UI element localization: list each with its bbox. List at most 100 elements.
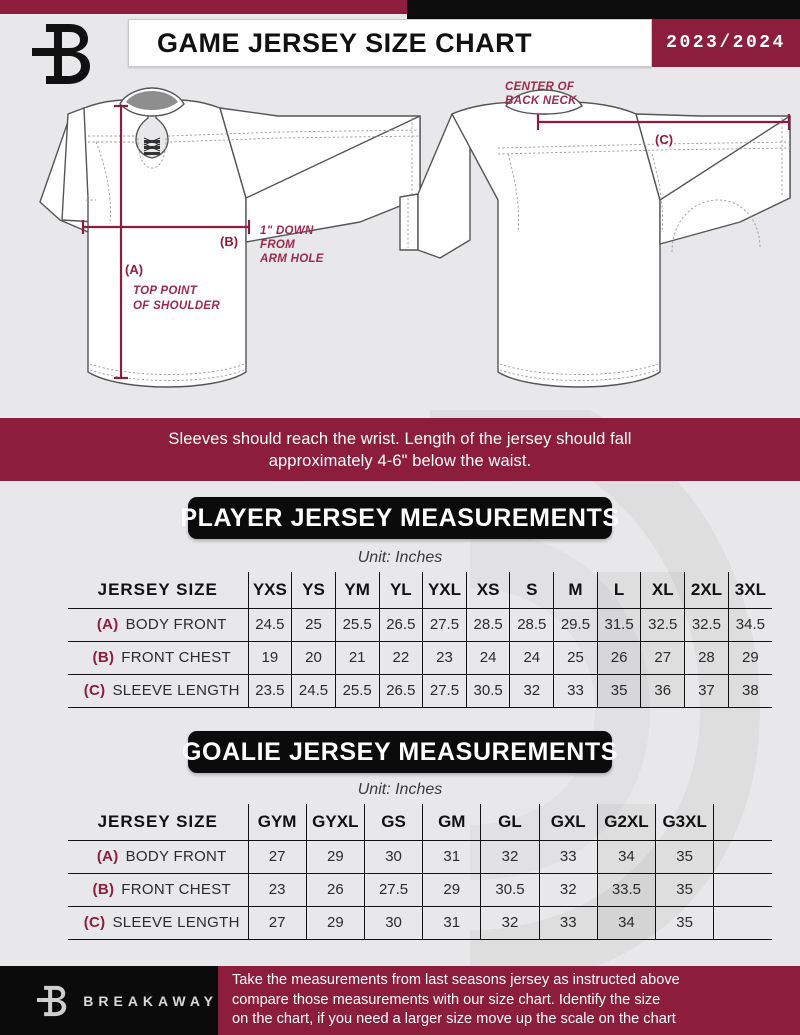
footer-instructions: Take the measurements from last seasons …: [218, 966, 800, 1035]
column-header-ys: YS: [291, 572, 336, 609]
table-cell: 30.5: [466, 674, 511, 708]
footer-brand-label: BREAKAWAY: [83, 992, 218, 1009]
table-cell: 24: [466, 641, 511, 675]
column-header-3xl: 3XL: [728, 572, 772, 609]
measure-label-a-line2: OF SHOULDER: [133, 300, 220, 312]
table-cell-blank: [713, 906, 772, 940]
table-cell: 24: [509, 641, 555, 675]
player-section-heading: PLAYER JERSEY MEASUREMENTS: [180, 497, 619, 539]
table-cell: 36: [640, 674, 686, 708]
table-cell: 25: [553, 641, 598, 675]
table-cell: 27: [248, 840, 307, 874]
breakaway-b-logo-icon-footer: [37, 985, 67, 1016]
table-row: (B) FRONT CHEST 23 26 27.5 29 30.5 32 33.5 35: [68, 873, 772, 907]
footer-line-1: Take the measurements from last seasons …: [232, 972, 680, 989]
row-label: (B) FRONT CHEST: [68, 641, 249, 675]
measure-label-a-line1: TOP POINT: [133, 285, 198, 297]
row-measure-tag: (B): [92, 649, 115, 666]
table-cell: 19: [248, 641, 293, 675]
table-cell: 23: [422, 641, 467, 675]
table-cell: 32.5: [640, 608, 686, 642]
table-cell: 26.5: [379, 674, 424, 708]
table-row: (A) BODY FRONT 27 29 30 31 32 33 34 35: [68, 840, 772, 874]
column-header-yxs: YXS: [248, 572, 293, 609]
table-cell: 27: [640, 641, 686, 675]
column-header-gyxl: GYXL: [306, 804, 365, 841]
table-cell: 35: [597, 674, 642, 708]
table-cell: 30: [364, 840, 424, 874]
table-cell: 30.5: [480, 873, 540, 907]
column-header-yl: YL: [379, 572, 424, 609]
table-cell: 27.5: [422, 674, 467, 708]
back-jersey-illustration: [399, 89, 791, 388]
table-row: (B) FRONT CHEST 19 20 21 22 23 24 24 25 26 27 28 29: [68, 641, 772, 675]
table-cell: 34: [597, 906, 657, 940]
column-header-blank: [713, 804, 772, 841]
column-header-yxl: YXL: [422, 572, 467, 609]
table-cell: 31: [422, 840, 482, 874]
table-cell: 29: [422, 873, 482, 907]
goalie-unit-label: Unit: Inches: [357, 781, 443, 798]
measure-b-line: [81, 220, 251, 234]
table-cell: 30: [364, 906, 424, 940]
table-cell: 29.5: [553, 608, 598, 642]
column-header-g2xl: G2XL: [597, 804, 657, 841]
column-header-jersey-size: JERSEY SIZE: [68, 572, 249, 609]
note-line-2: approximately 4-6" below the waist.: [268, 451, 532, 470]
table-cell: 29: [728, 641, 772, 675]
table-cell: 35: [655, 840, 715, 874]
column-header-ym: YM: [335, 572, 380, 609]
row-measure-tag: (A): [96, 616, 119, 633]
table-cell: 35: [655, 873, 715, 907]
table-cell: 20: [291, 641, 336, 675]
column-header-gxl: GXL: [539, 804, 598, 841]
season-box: 2023/2024: [652, 19, 800, 67]
header-black-fill: [407, 14, 800, 21]
front-jersey-illustration: [39, 87, 421, 388]
table-cell: 33: [539, 840, 598, 874]
table-row: (A) BODY FRONT 24.5 25 25.5 26.5 27.5 28.5 28.5 2…: [68, 608, 772, 642]
measure-label-c-line1: CENTER OF: [505, 81, 575, 93]
table-cell: 34: [597, 840, 657, 874]
column-header-g3xl: G3XL: [655, 804, 715, 841]
table-cell: 28.5: [509, 608, 555, 642]
table-cell: 33.5: [597, 873, 657, 907]
table-cell: 23: [248, 873, 307, 907]
footer-line-2: compare those measurements with our size…: [232, 991, 661, 1008]
column-header-gm: GM: [422, 804, 482, 841]
table-cell: 32: [480, 906, 540, 940]
column-header-m: M: [553, 572, 598, 609]
table-row: (C) SLEEVE LENGTH 23.5 24.5 25.5 26.5 27.5 30.5…: [68, 674, 772, 708]
table-row: (C) SLEEVE LENGTH 27 29 30 31 32 33 34 35: [68, 906, 772, 940]
row-measure-tag: (C): [83, 682, 106, 699]
table-cell: 26.5: [379, 608, 424, 642]
player-section-heading-label: PLAYER JERSEY MEASUREMENTS: [180, 503, 620, 532]
table-cell: 26: [597, 641, 642, 675]
column-header-gs: GS: [364, 804, 424, 841]
column-header-s: S: [509, 572, 555, 609]
column-header-xl: XL: [640, 572, 686, 609]
measure-tag-c: (C): [655, 132, 674, 147]
measure-label-c-line2: BACK NECK: [505, 95, 577, 107]
row-measure-tag: (B): [92, 881, 115, 898]
season-label: 2023/2024: [666, 33, 786, 53]
table-cell: 34.5: [728, 608, 772, 642]
measure-tag-a: (A): [125, 262, 144, 277]
measure-tag-b: (B): [220, 234, 239, 249]
player-unit-label: Unit: Inches: [357, 549, 443, 566]
table-cell: 24.5: [248, 608, 293, 642]
row-label: (C) SLEEVE LENGTH: [68, 906, 249, 940]
footer-brand-block: BREAKAWAY: [0, 966, 218, 1035]
collar-lace-detail: [137, 137, 167, 169]
title-box: GAME JERSEY SIZE CHART: [128, 19, 652, 67]
table-cell: 25: [291, 608, 336, 642]
table-cell: 28: [684, 641, 729, 675]
page-footer: BREAKAWAY Take the measurements from las…: [0, 966, 800, 1035]
column-header-gl: GL: [480, 804, 540, 841]
table-cell: 21: [335, 641, 380, 675]
table-cell: 32.5: [684, 608, 729, 642]
column-header-l: L: [597, 572, 642, 609]
header-logo-zone: [0, 14, 128, 84]
table-cell: 29: [306, 906, 365, 940]
player-measurements-table: JERSEY SIZE YXS YS YM YL YXL XS S M L XL 2XL 3XL (A) B…: [68, 572, 772, 708]
